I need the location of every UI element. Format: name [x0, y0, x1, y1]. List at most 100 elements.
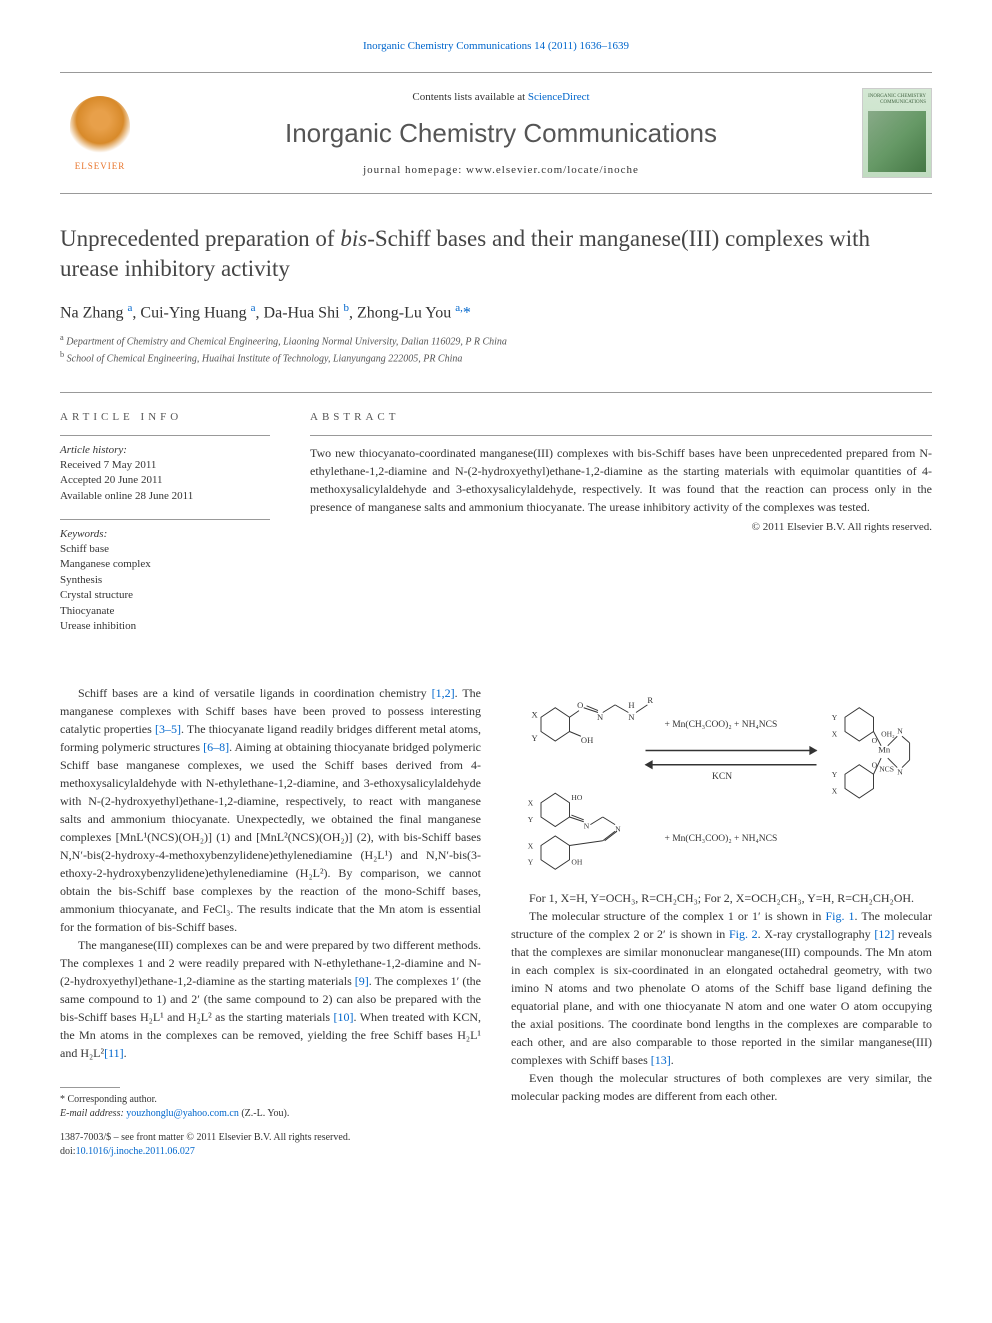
doi-prefix: doi: — [60, 1146, 76, 1157]
journal-header: ELSEVIER Contents lists available at Sci… — [60, 72, 932, 194]
svg-text:NCS: NCS — [879, 765, 894, 774]
ref-link-6-8[interactable]: [6–8] — [203, 740, 229, 754]
paragraph-2: The manganese(III) complexes can be and … — [60, 936, 481, 1062]
keyword-6: Urease inhibition — [60, 619, 270, 634]
paragraph-4: Even though the molecular structures of … — [511, 1069, 932, 1105]
p3-c: . X-ray crystallography — [758, 927, 875, 941]
front-matter-line: 1387-7003/$ – see front matter © 2011 El… — [60, 1131, 481, 1145]
cover-label: INORGANIC CHEMISTRY COMMUNICATIONS — [868, 94, 926, 106]
elsevier-tree-icon — [70, 96, 130, 156]
corresponding-author-footnote: * Corresponding author. — [60, 1093, 481, 1107]
author-1: Na Zhang — [60, 304, 128, 321]
affiliation-b: b School of Chemical Engineering, Huaiha… — [60, 349, 932, 366]
affiliations: a Department of Chemistry and Chemical E… — [60, 332, 932, 367]
affiliation-a-text: Department of Chemistry and Chemical Eng… — [66, 336, 507, 347]
ref-link-1-2[interactable]: [1,2] — [432, 686, 455, 700]
footnote-separator — [60, 1087, 120, 1088]
article-title: Unprecedented preparation of bis-Schiff … — [60, 224, 932, 284]
journal-header-center: Contents lists available at ScienceDirec… — [140, 91, 862, 176]
contents-prefix: Contents lists available at — [412, 91, 527, 103]
svg-text:Y: Y — [528, 815, 534, 824]
ref-link-10[interactable]: [10] — [334, 1010, 354, 1024]
fig-link-1[interactable]: Fig. 1 — [825, 909, 854, 923]
body-columns: Schiff bases are a kind of versatile lig… — [60, 684, 932, 1159]
ref-link-12[interactable]: [12] — [874, 927, 894, 941]
svg-text:O: O — [872, 736, 878, 745]
abstract-heading: ABSTRACT — [310, 411, 932, 423]
author-2: , Cui-Ying Huang — [132, 304, 250, 321]
svg-text:O: O — [872, 761, 878, 770]
svg-text:H: H — [628, 700, 634, 710]
homepage-prefix: journal homepage: — [363, 164, 466, 176]
elsevier-label: ELSEVIER — [75, 161, 126, 171]
scheme-caption: For 1, X=H, Y=OCH₃, R=CH₂CH₃; For 2, X=O… — [511, 889, 932, 907]
sciencedirect-link[interactable]: ScienceDirect — [528, 91, 590, 103]
journal-homepage: journal homepage: www.elsevier.com/locat… — [140, 164, 862, 176]
reaction-scheme-diagram: Y X O OH N H N R + Mn(CH₃COO)₂ + NH₄NCS — [511, 684, 932, 874]
svg-text:Y: Y — [832, 713, 838, 722]
journal-title: Inorganic Chemistry Communications — [140, 118, 862, 149]
svg-text:OH: OH — [571, 858, 582, 867]
journal-issue-link[interactable]: Inorganic Chemistry Communications 14 (2… — [60, 40, 932, 52]
p3-d: reveals that the complexes are similar m… — [511, 927, 932, 1067]
svg-text:N: N — [597, 712, 603, 722]
email-footnote: E-mail address: youzhonglu@yahoo.com.cn … — [60, 1107, 481, 1121]
svg-text:N: N — [584, 822, 590, 831]
svg-text:X: X — [528, 842, 534, 851]
keyword-4: Crystal structure — [60, 588, 270, 603]
paragraph-1: Schiff bases are a kind of versatile lig… — [60, 684, 481, 936]
scheme-kcn-label: KCN — [712, 772, 732, 782]
p1-a: Schiff bases are a kind of versatile lig… — [78, 686, 432, 700]
journal-cover-thumbnail[interactable]: INORGANIC CHEMISTRY COMMUNICATIONS — [862, 88, 932, 178]
cover-image — [868, 111, 926, 172]
corresponding-star: * — [463, 304, 471, 321]
abstract-section: ABSTRACT Two new thiocyanato-coordinated… — [310, 411, 932, 650]
svg-text:Mn: Mn — [878, 745, 891, 755]
ref-link-9[interactable]: [9] — [355, 974, 369, 988]
keyword-2: Manganese complex — [60, 557, 270, 572]
svg-text:OH: OH — [581, 735, 593, 745]
abstract-copyright: © 2011 Elsevier B.V. All rights reserved… — [310, 521, 932, 533]
elsevier-logo[interactable]: ELSEVIER — [60, 88, 140, 178]
authors-line: Na Zhang a, Cui-Ying Huang a, Da-Hua Shi… — [60, 302, 932, 322]
ref-link-3-5[interactable]: [3–5] — [155, 722, 181, 736]
scheme-reagent-2: + Mn(CH₃COO)₂ + NH₄NCS — [665, 833, 778, 844]
svg-text:R: R — [647, 695, 653, 705]
email-suffix: (Z.-L. You). — [239, 1108, 290, 1119]
keyword-3: Synthesis — [60, 573, 270, 588]
keyword-1: Schiff base — [60, 542, 270, 557]
author-4-aff: a, — [455, 302, 463, 314]
contents-line: Contents lists available at ScienceDirec… — [140, 91, 862, 103]
svg-text:N: N — [628, 712, 634, 722]
ref-link-11[interactable]: [11] — [104, 1046, 124, 1060]
svg-text:N: N — [897, 727, 903, 736]
svg-text:Y: Y — [528, 858, 534, 867]
p3-e: . — [671, 1053, 674, 1067]
svg-text:N: N — [897, 768, 903, 777]
article-info: ARTICLE INFO Article history: Received 7… — [60, 411, 270, 650]
right-column: Y X O OH N H N R + Mn(CH₃COO)₂ + NH₄NCS — [511, 684, 932, 1159]
svg-text:X: X — [532, 710, 539, 720]
affiliation-a: a Department of Chemistry and Chemical E… — [60, 332, 932, 349]
title-pre: Unprecedented preparation of — [60, 226, 340, 251]
author-4: , Zhong-Lu You — [349, 304, 455, 321]
svg-text:X: X — [832, 730, 838, 739]
svg-text:Y: Y — [532, 733, 538, 743]
keyword-5: Thiocyanate — [60, 604, 270, 619]
received-date: Received 7 May 2011 — [60, 458, 270, 473]
left-column: Schiff bases are a kind of versatile lig… — [60, 684, 481, 1159]
svg-text:X: X — [528, 799, 534, 808]
affiliation-b-text: School of Chemical Engineering, Huaihai … — [67, 354, 463, 365]
article-info-heading: ARTICLE INFO — [60, 411, 270, 423]
homepage-url[interactable]: www.elsevier.com/locate/inoche — [466, 164, 639, 176]
scheme-reagent-1: + Mn(CH₃COO)₂ + NH₄NCS — [665, 719, 778, 730]
svg-text:O: O — [577, 700, 583, 710]
email-label: E-mail address: — [60, 1108, 126, 1119]
email-link[interactable]: youzhonglu@yahoo.com.cn — [126, 1108, 239, 1119]
doi-link[interactable]: 10.1016/j.inoche.2011.06.027 — [76, 1146, 195, 1157]
fig-link-2[interactable]: Fig. 2 — [729, 927, 758, 941]
ref-link-13[interactable]: [13] — [651, 1053, 671, 1067]
keywords-label: Keywords: — [60, 528, 270, 540]
author-3: , Da-Hua Shi — [256, 304, 344, 321]
svg-text:OH₂: OH₂ — [881, 730, 895, 739]
